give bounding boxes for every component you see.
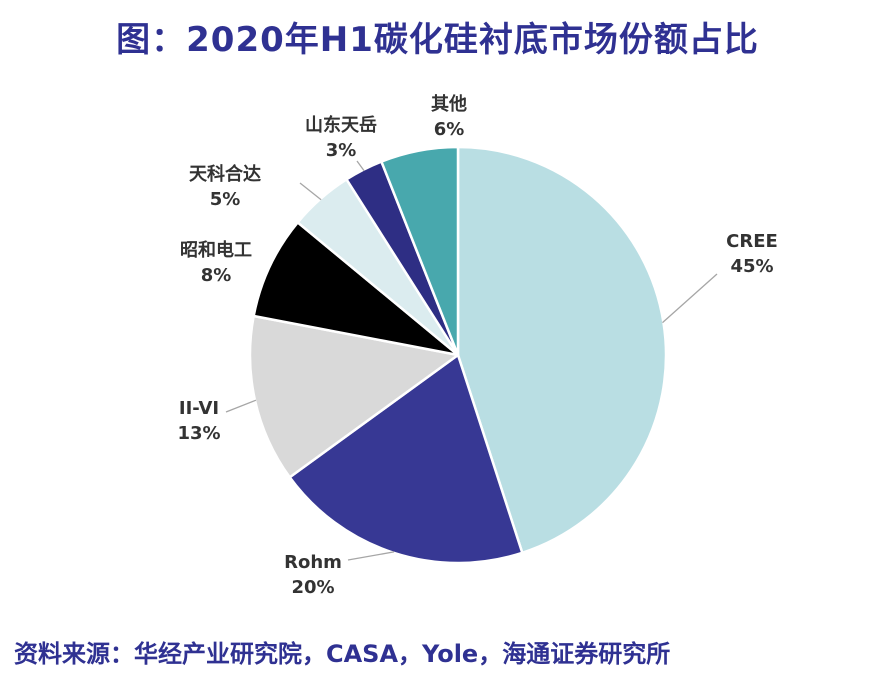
leader-line-1 xyxy=(347,551,395,561)
slice-value-6: 6% xyxy=(434,119,465,140)
leader-lines-layer xyxy=(225,160,718,561)
slice-value-0: 45% xyxy=(730,256,773,277)
slice-label-2: II-VI xyxy=(179,398,219,419)
pie-slice-3 xyxy=(252,221,460,357)
leader-line-2 xyxy=(225,399,257,413)
slice-label-0: CREE xyxy=(726,231,778,252)
slice-label-1: Rohm xyxy=(284,552,342,573)
slice-value-5: 3% xyxy=(326,140,357,161)
slice-label-3: 昭和电工 xyxy=(180,239,252,261)
slice-label-6: 其他 xyxy=(431,93,467,115)
slice-value-4: 5% xyxy=(210,189,241,210)
pie-slice-6 xyxy=(380,145,460,357)
leader-line-0 xyxy=(662,273,718,324)
slice-label-5: 山东天岳 xyxy=(305,114,377,136)
slice-value-2: 13% xyxy=(177,423,220,444)
leader-line-5 xyxy=(356,160,365,171)
slices-layer xyxy=(248,145,668,565)
slice-value-3: 8% xyxy=(201,265,232,286)
labels-layer: CREE 45% Rohm 20% II-VI 13% 昭和电工 8% 天科合达 5% 山东天岳 3%… xyxy=(177,93,777,598)
pie-slice-1 xyxy=(288,353,524,565)
slice-label-4: 天科合达 xyxy=(189,163,261,185)
source-note: 资料来源：华经产业研究院，CASA，Yole，海通证券研究所 xyxy=(14,640,671,668)
leader-line-4 xyxy=(299,182,322,201)
chart-title: 图：2020年H1碳化硅衬底市场份额占比 xyxy=(116,20,759,60)
slice-value-1: 20% xyxy=(291,577,334,598)
